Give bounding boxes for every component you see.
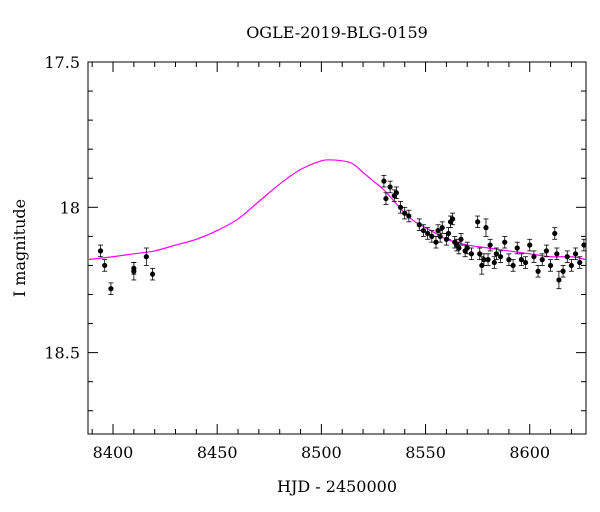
data-point xyxy=(397,204,404,210)
data-point xyxy=(475,219,481,225)
data-point xyxy=(497,254,504,260)
data-point xyxy=(437,233,443,239)
x-tick-label: 8450 xyxy=(197,443,238,462)
data-point xyxy=(433,239,439,245)
data-point xyxy=(464,245,470,251)
data-points xyxy=(97,174,587,295)
x-tick-label: 8400 xyxy=(93,443,134,462)
data-point xyxy=(458,236,464,242)
data-point xyxy=(577,259,583,266)
data-point xyxy=(445,230,452,237)
data-point xyxy=(143,254,149,260)
data-point xyxy=(510,262,516,269)
data-point xyxy=(425,230,431,237)
data-point xyxy=(514,245,520,251)
x-tick-label: 8600 xyxy=(509,443,550,462)
data-point xyxy=(485,257,491,263)
data-point xyxy=(506,257,512,263)
x-tick-label: 8500 xyxy=(301,443,342,462)
data-point xyxy=(572,251,579,257)
plot-frame xyxy=(87,61,587,435)
data-point xyxy=(502,239,508,245)
data-point xyxy=(149,271,156,277)
data-point xyxy=(477,251,483,257)
data-point xyxy=(131,265,137,271)
data-point xyxy=(522,259,529,266)
data-point xyxy=(450,216,456,222)
data-point xyxy=(406,213,412,219)
data-point xyxy=(564,254,570,260)
model-curve-group xyxy=(87,159,587,261)
data-point xyxy=(481,257,487,263)
data-point xyxy=(383,195,389,202)
y-tick-label: 18.5 xyxy=(44,344,80,363)
data-point xyxy=(102,262,108,269)
x-tick-label: 8550 xyxy=(405,443,446,462)
data-point xyxy=(547,262,554,269)
data-point xyxy=(518,257,525,263)
data-point xyxy=(491,259,497,266)
data-point xyxy=(108,286,114,292)
data-point xyxy=(531,254,537,260)
data-point xyxy=(543,248,550,254)
y-axis-label: I magnitude xyxy=(10,199,29,297)
data-point xyxy=(560,268,566,274)
data-point xyxy=(556,277,562,283)
data-point xyxy=(97,248,104,254)
data-point xyxy=(493,251,500,257)
y-tick-label: 17.5 xyxy=(44,53,80,72)
data-point xyxy=(552,230,558,237)
data-point xyxy=(393,190,399,196)
data-point xyxy=(429,233,435,239)
data-point xyxy=(468,251,474,257)
data-point xyxy=(527,242,533,248)
data-point xyxy=(387,184,393,190)
data-point xyxy=(487,242,493,248)
y-tick-label: 18 xyxy=(60,198,80,217)
data-point xyxy=(456,245,462,251)
data-point xyxy=(483,225,489,231)
data-point xyxy=(416,222,422,228)
data-point xyxy=(568,262,575,269)
x-axis-label: HJD - 2450000 xyxy=(277,477,397,496)
data-point xyxy=(402,210,408,216)
chart-title: OGLE-2019-BLG-0159 xyxy=(246,23,428,42)
data-point xyxy=(581,242,587,248)
data-point xyxy=(381,178,387,184)
data-point xyxy=(420,227,427,234)
model-curve xyxy=(87,159,587,261)
data-point xyxy=(554,251,560,257)
axis-ticks: 8400 8450 8500 8550 8600 17.5 18 18.5 xyxy=(44,53,586,462)
data-point xyxy=(539,257,545,263)
data-point xyxy=(439,225,445,231)
data-point xyxy=(535,268,541,274)
